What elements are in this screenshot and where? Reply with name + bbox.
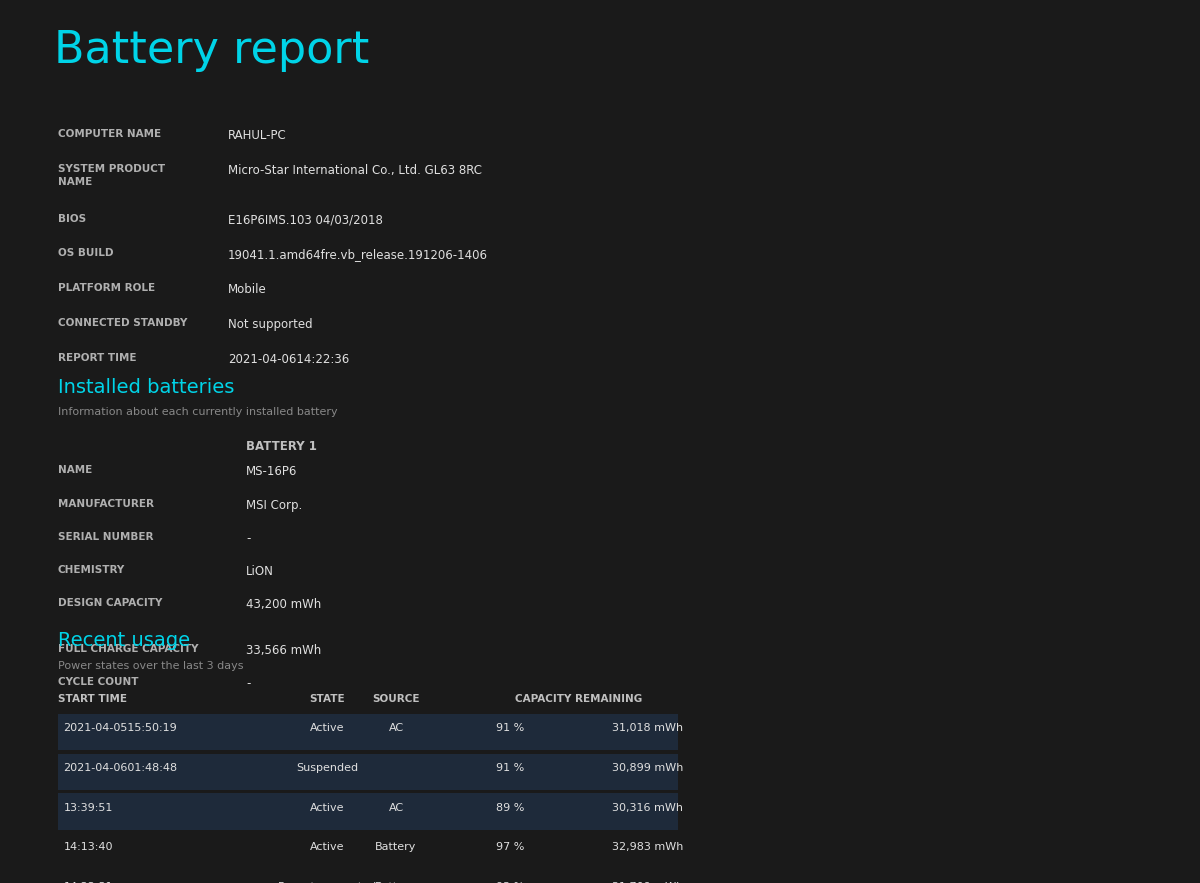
Text: 31,018 mWh: 31,018 mWh [612, 723, 684, 733]
Text: RAHUL-PC: RAHUL-PC [228, 129, 287, 142]
Text: FULL CHARGE CAPACITY: FULL CHARGE CAPACITY [58, 644, 198, 654]
Text: Battery report: Battery report [54, 29, 370, 72]
Text: COMPUTER NAME: COMPUTER NAME [58, 129, 161, 139]
Text: 32,983 mWh: 32,983 mWh [612, 842, 684, 852]
Text: 14:13:40: 14:13:40 [64, 842, 113, 852]
FancyBboxPatch shape [58, 713, 678, 751]
Text: Mobile: Mobile [228, 283, 266, 297]
Text: E16P6IMS.103 04/03/2018: E16P6IMS.103 04/03/2018 [228, 214, 383, 227]
Text: REPORT TIME: REPORT TIME [58, 353, 136, 363]
Text: 91 %: 91 % [496, 723, 524, 733]
Text: LiON: LiON [246, 565, 274, 578]
Text: -: - [246, 677, 251, 691]
Text: 2021-04-0601:48:48: 2021-04-0601:48:48 [64, 763, 178, 773]
Text: Active: Active [310, 723, 344, 733]
Text: 43,200 mWh: 43,200 mWh [246, 598, 322, 611]
FancyBboxPatch shape [58, 753, 678, 790]
Text: DESIGN CAPACITY: DESIGN CAPACITY [58, 598, 162, 608]
Text: 2021-04-0614:22:36: 2021-04-0614:22:36 [228, 353, 349, 366]
Text: Information about each currently installed battery: Information about each currently install… [58, 407, 337, 417]
Text: 91 %: 91 % [496, 763, 524, 773]
Text: BIOS: BIOS [58, 214, 85, 223]
Text: AC: AC [389, 803, 403, 812]
Text: AC: AC [389, 723, 403, 733]
Text: -: - [246, 532, 251, 545]
Text: 30,899 mWh: 30,899 mWh [612, 763, 684, 773]
Text: MS-16P6: MS-16P6 [246, 465, 298, 479]
FancyBboxPatch shape [58, 834, 678, 870]
Text: OS BUILD: OS BUILD [58, 248, 113, 259]
Text: 30,316 mWh: 30,316 mWh [612, 803, 684, 812]
Text: CONNECTED STANDBY: CONNECTED STANDBY [58, 318, 187, 328]
Text: 19041.1.amd64fre.vb_release.191206-1406: 19041.1.amd64fre.vb_release.191206-1406 [228, 248, 488, 261]
Text: MSI Corp.: MSI Corp. [246, 499, 302, 511]
Text: Micro-Star International Co., Ltd. GL63 8RC: Micro-Star International Co., Ltd. GL63 … [228, 163, 482, 177]
Text: SYSTEM PRODUCT
NAME: SYSTEM PRODUCT NAME [58, 163, 164, 187]
Text: NAME: NAME [58, 465, 92, 475]
Text: Active: Active [310, 842, 344, 852]
Text: 2021-04-0515:50:19: 2021-04-0515:50:19 [64, 723, 178, 733]
Text: Suspended: Suspended [296, 763, 358, 773]
Text: SOURCE: SOURCE [372, 694, 420, 704]
Text: 89 %: 89 % [496, 803, 524, 812]
Text: CYCLE COUNT: CYCLE COUNT [58, 677, 138, 687]
Text: SERIAL NUMBER: SERIAL NUMBER [58, 532, 154, 542]
Text: PLATFORM ROLE: PLATFORM ROLE [58, 283, 155, 293]
FancyBboxPatch shape [58, 873, 678, 883]
Text: 97 %: 97 % [496, 842, 524, 852]
Text: Active: Active [310, 803, 344, 812]
Text: 33,566 mWh: 33,566 mWh [246, 644, 322, 657]
Text: CHEMISTRY: CHEMISTRY [58, 565, 125, 575]
Text: Battery: Battery [376, 842, 416, 852]
Text: Power states over the last 3 days: Power states over the last 3 days [58, 660, 244, 670]
Text: Recent usage: Recent usage [58, 631, 190, 651]
FancyBboxPatch shape [58, 794, 678, 830]
Text: Installed batteries: Installed batteries [58, 378, 234, 397]
Text: START TIME: START TIME [58, 694, 127, 704]
Text: STATE: STATE [310, 694, 344, 704]
Text: MANUFACTURER: MANUFACTURER [58, 499, 154, 509]
Text: BATTERY 1: BATTERY 1 [246, 441, 317, 453]
Text: 13:39:51: 13:39:51 [64, 803, 113, 812]
Text: Not supported: Not supported [228, 318, 313, 331]
Text: CAPACITY REMAINING: CAPACITY REMAINING [515, 694, 643, 704]
